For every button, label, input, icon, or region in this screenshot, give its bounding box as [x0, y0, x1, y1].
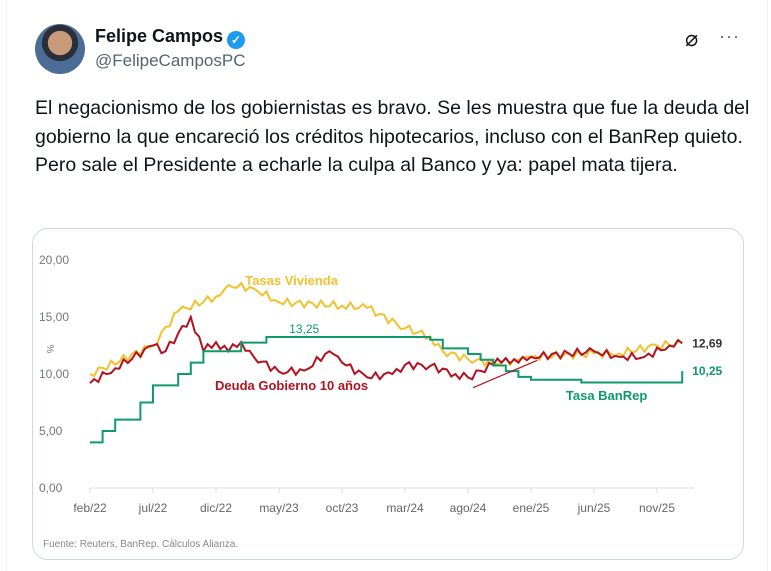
y-tick-label: 0,00 [39, 481, 63, 495]
x-tick-label: mar/24 [386, 501, 424, 515]
x-tick-label: feb/22 [73, 501, 107, 515]
avatar[interactable] [35, 24, 85, 74]
x-tick-label: oct/23 [326, 501, 359, 515]
x-tick-label: nov/25 [639, 501, 675, 515]
y-tick-label: 15,00 [39, 310, 69, 324]
trend-arrow [472, 359, 538, 389]
verified-badge-icon: ✓ [227, 31, 246, 49]
last-banrep-label: 10,25 [692, 364, 722, 378]
last-deuda-label: 12,69 [692, 336, 722, 350]
author-name[interactable]: Felipe Campos ✓ [95, 26, 246, 49]
y-tick-label: 10,00 [39, 367, 69, 381]
series-label-deuda: Deuda Gobierno 10 años [215, 378, 368, 393]
peak-banrep-label: 13,25 [289, 322, 319, 336]
y-axis-label: % [44, 344, 55, 353]
x-tick-label: jul/22 [138, 501, 168, 515]
series-line-0 [89, 281, 683, 378]
x-tick-label: may/23 [259, 501, 299, 515]
y-tick-label: 5,00 [39, 424, 63, 438]
grok-icon[interactable]: ⌀ [685, 26, 699, 51]
series-label-vivienda: Tasas Vivienda [245, 273, 339, 288]
x-tick-label: jun/25 [577, 501, 611, 515]
more-icon[interactable]: ··· [719, 26, 740, 46]
x-tick-label: ene/25 [513, 501, 550, 515]
y-tick-label: 20,00 [39, 253, 69, 267]
x-tick-label: ago/24 [450, 501, 487, 515]
series-line-1 [89, 313, 683, 384]
tweet-text: El negacionismo de los gobiernistas es b… [35, 97, 750, 176]
series-line-2 [90, 335, 684, 444]
chart: 0,00 5,00 10,00 15,00 20,00 feb/22 jul/22 dic/2… [39, 253, 723, 550]
tweet: Felipe Campos ✓ @FelipeCamposPC ⌀ ··· El … [6, 0, 768, 571]
series-label-banrep: Tasa BanRep [566, 388, 647, 403]
author-handle[interactable]: @FelipeCamposPC [95, 51, 246, 70]
x-tick-label: dic/22 [200, 501, 232, 515]
source-note: Fuente: Reuters, BanRep. Cálculos Alianz… [43, 539, 238, 550]
chart-image[interactable]: 0,00 5,00 10,00 15,00 20,00 feb/22 jul/22 dic/2… [32, 228, 744, 560]
